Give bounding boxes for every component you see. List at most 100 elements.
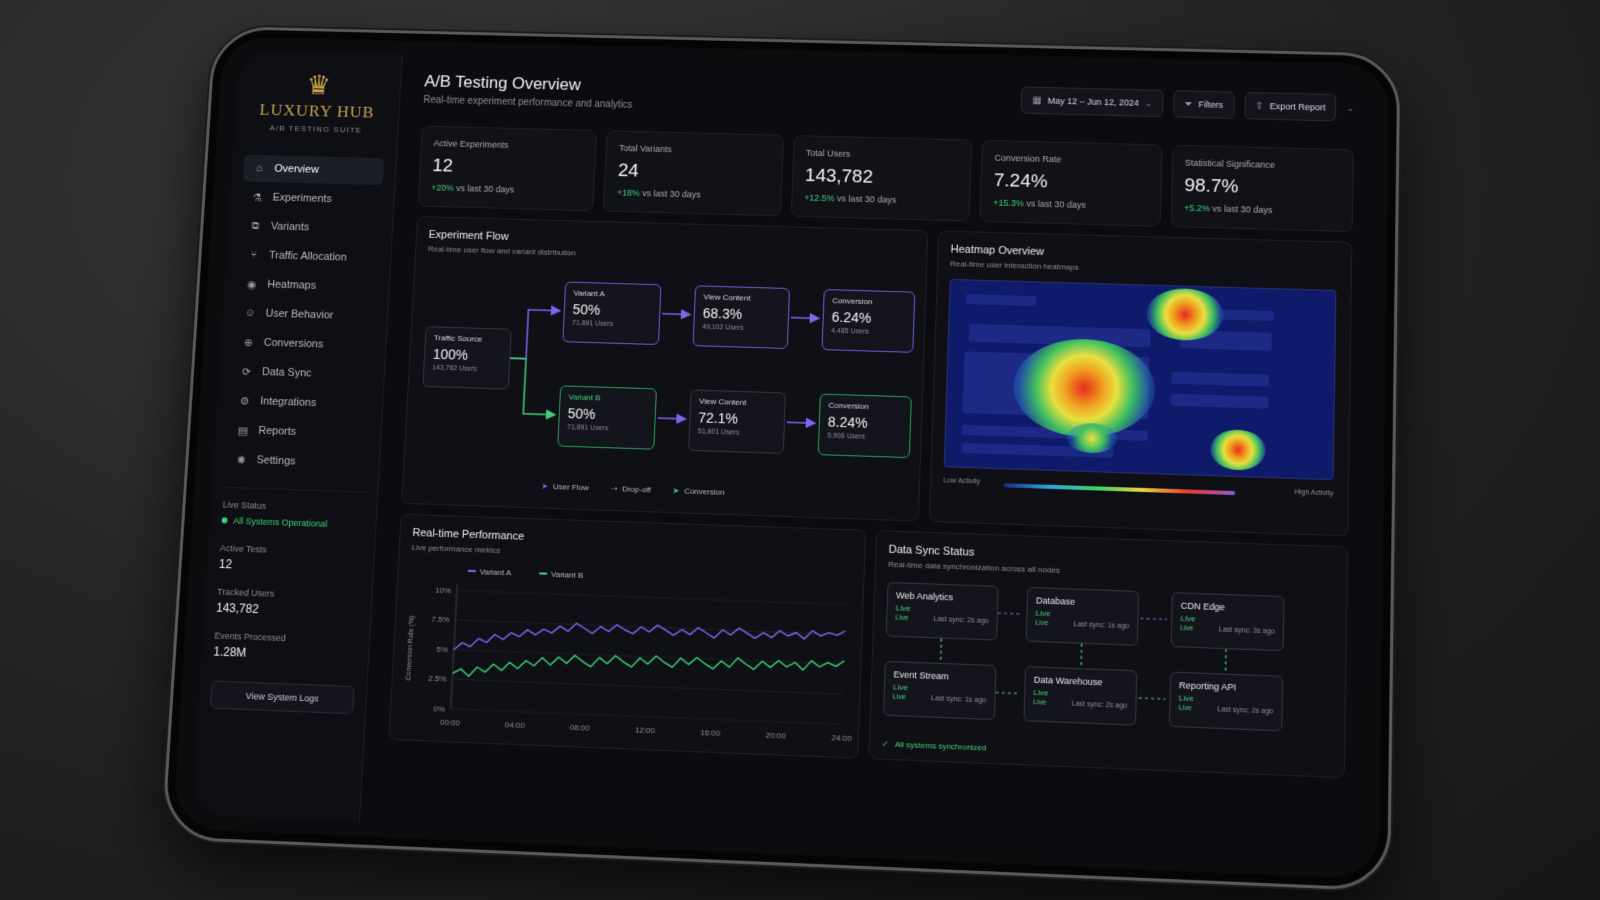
sync-node-web-analytics[interactable]: Web Analytics Live Live Last sync: 2s ago <box>886 582 999 641</box>
export-report-button[interactable]: ⇪ Export Report <box>1244 92 1337 122</box>
sidebar-item-data-sync[interactable]: ⟳ Data Sync <box>230 357 373 389</box>
node-users: 143,782 Users <box>432 365 501 374</box>
sidebar-item-variants[interactable]: ⧉ Variants <box>239 212 381 243</box>
node-value: 8.24% <box>828 414 903 432</box>
flow-node-conversion-a[interactable]: Conversion 6.24% 4,485 Users <box>822 289 916 353</box>
flow-node-conversion-b[interactable]: Conversion 8.24% 5,906 Users <box>818 394 912 459</box>
live-badge: Live <box>1178 705 1191 713</box>
app-screen: ♛ LUXURY HUB A/B TESTING SUITE ⌂ Overvie… <box>191 50 1370 864</box>
chevron-down-icon[interactable]: ⌄ <box>1347 103 1355 114</box>
performance-line-chart[interactable]: Variant A Variant B Conversion Rate (%) 0% 2… <box>389 554 865 759</box>
x-tick-label: 16:00 <box>700 728 721 738</box>
node-value: 100% <box>433 346 502 364</box>
sidebar-item-conversions[interactable]: ⊕ Conversions <box>232 328 375 360</box>
date-range-picker[interactable]: ▦ May 12 – Jun 12, 2024 ⌄ <box>1021 86 1164 117</box>
kpi-card-statistical-significance: Statistical Significance 98.7% +5.2% vs … <box>1170 145 1353 232</box>
heatmap-icon: ◉ <box>246 278 258 291</box>
brand-subtitle: A/B TESTING SUITE <box>246 123 386 135</box>
live-badge: Live <box>893 694 906 702</box>
sidebar-item-label: Overview <box>274 163 319 176</box>
live-status: All Systems Operational <box>221 515 364 530</box>
kpi-label: Statistical Significance <box>1185 158 1341 172</box>
kpi-delta: +20% vs last 30 days <box>431 183 582 197</box>
sidebar-item-label: Conversions <box>263 337 323 351</box>
sidebar-item-label: Reports <box>258 425 296 438</box>
sync-node-data-warehouse[interactable]: Data Warehouse Live Live Last sync: 2s ag… <box>1023 666 1137 726</box>
brand-name: LUXURY HUB <box>247 100 388 123</box>
panel-title: Real-time Performance <box>412 527 524 543</box>
sidebar-item-traffic-allocation[interactable]: ⑂ Traffic Allocation <box>237 241 379 272</box>
node-users: 49,102 Users <box>702 324 780 333</box>
kpi-card-total-users: Total Users 143,782 +12.5% vs last 30 da… <box>791 135 973 221</box>
user-behavior-icon: ☺ <box>244 307 256 319</box>
sidebar-item-experiments[interactable]: ⚗ Experiments <box>241 183 383 214</box>
x-tick-label: 20:00 <box>766 730 787 740</box>
experiment-flow-panel: Experiment Flow Real-time user flow and … <box>401 216 928 522</box>
sync-node-last: Live Last sync: 2s ago <box>1033 699 1127 710</box>
flow-node-view-content-a[interactable]: View Content 68.3% 49,102 Users <box>692 285 790 349</box>
sync-node-event-stream[interactable]: Event Stream Live Live Last sync: 1s ago <box>883 661 996 720</box>
legend-label: Variant B <box>551 570 583 580</box>
heatmap-canvas[interactable] <box>944 279 1337 480</box>
node-label: Variant B <box>568 393 647 404</box>
sync-node-name: Data Warehouse <box>1034 675 1128 689</box>
sidebar-item-label: Traffic Allocation <box>269 250 347 264</box>
arrow-right-icon: ➤ <box>541 482 548 491</box>
flow-node-traffic-source[interactable]: Traffic Source 100% 143,782 Users <box>422 326 511 389</box>
kpi-label: Conversion Rate <box>994 153 1148 167</box>
sync-node-last-text: Last sync: 3s ago <box>1219 626 1275 635</box>
kpi-delta-suffix: vs last 30 days <box>837 194 896 205</box>
x-tick-label: 24:00 <box>831 733 852 743</box>
variants-icon: ⧉ <box>249 220 261 233</box>
tracked-users-label: Tracked Users <box>217 587 360 602</box>
node-users: 51,801 Users <box>698 428 776 437</box>
view-system-logs-button[interactable]: View System Logs <box>210 680 355 714</box>
sync-node-status: Live <box>1035 609 1129 622</box>
sidebar-divider <box>224 487 366 493</box>
heatmap-wireframe-block <box>1171 394 1269 409</box>
node-users: 5,906 Users <box>827 433 901 442</box>
sync-node-last-text: Last sync: 2s ago <box>933 616 988 625</box>
node-value: 6.24% <box>831 309 905 327</box>
node-label: Traffic Source <box>434 333 503 344</box>
sidebar-item-label: User Behavior <box>265 308 333 322</box>
sync-node-database[interactable]: Database Live Live Last sync: 1s ago <box>1026 587 1139 646</box>
live-badge: Live <box>895 615 908 623</box>
sync-node-last: Live Last sync: 2s ago <box>1178 705 1273 716</box>
legend-drop-off: ⇢ Drop-off <box>610 484 651 494</box>
sidebar-item-user-behavior[interactable]: ☺ User Behavior <box>234 299 376 330</box>
node-label: Conversion <box>828 401 902 412</box>
sidebar-item-label: Variants <box>271 221 310 234</box>
kpi-value: 24 <box>617 161 770 186</box>
filters-button[interactable]: ⏷ Filters <box>1173 90 1234 119</box>
events-processed-label: Events Processed <box>214 631 357 646</box>
main-content: A/B Testing Overview Real-time experimen… <box>374 55 1371 865</box>
flow-node-variant-b[interactable]: Variant B 50% 71,891 Users <box>557 385 657 449</box>
header-actions: ▦ May 12 – Jun 12, 2024 ⌄ ⏷ Filters ⇪ Ex… <box>1021 86 1355 121</box>
node-value: 50% <box>572 301 651 319</box>
sync-node-last-text: Last sync: 2s ago <box>1217 706 1273 715</box>
heatmap-panel: Heatmap Overview Real-time user interact… <box>929 230 1352 536</box>
heatmap-color-scale <box>1004 483 1236 495</box>
live-badge: Live <box>1033 699 1046 707</box>
reports-icon: ▤ <box>237 424 249 437</box>
export-icon: ⇪ <box>1255 100 1264 111</box>
kpi-delta-value: +15.3% <box>993 198 1024 209</box>
performance-panel: Real-time Performance Live performance m… <box>388 514 866 759</box>
sidebar-item-overview[interactable]: ⌂ Overview <box>243 155 385 186</box>
sidebar-item-heatmaps[interactable]: ◉ Heatmaps <box>236 270 378 301</box>
sidebar-item-reports[interactable]: ▤ Reports <box>226 416 369 448</box>
node-value: 50% <box>567 405 647 423</box>
sync-node-status: Live <box>896 603 989 616</box>
sync-node-reporting-api[interactable]: Reporting API Live Live Last sync: 2s ago <box>1169 672 1283 732</box>
kpi-label: Total Users <box>806 148 959 162</box>
flask-icon: ⚗ <box>251 191 263 204</box>
sync-node-cdn-edge[interactable]: CDN Edge Live Live Last sync: 3s ago <box>1171 592 1285 651</box>
legend-label: Variant A <box>479 567 512 577</box>
flow-node-view-content-b[interactable]: View Content 72.1% 51,801 Users <box>688 389 786 454</box>
sidebar-item-integrations[interactable]: ⚙ Integrations <box>228 387 371 419</box>
gridline <box>452 679 843 694</box>
live-badge: Live <box>1035 620 1048 628</box>
sidebar-item-settings[interactable]: ✺ Settings <box>225 445 368 477</box>
flow-node-variant-a[interactable]: Variant A 50% 71,891 Users <box>562 282 661 346</box>
